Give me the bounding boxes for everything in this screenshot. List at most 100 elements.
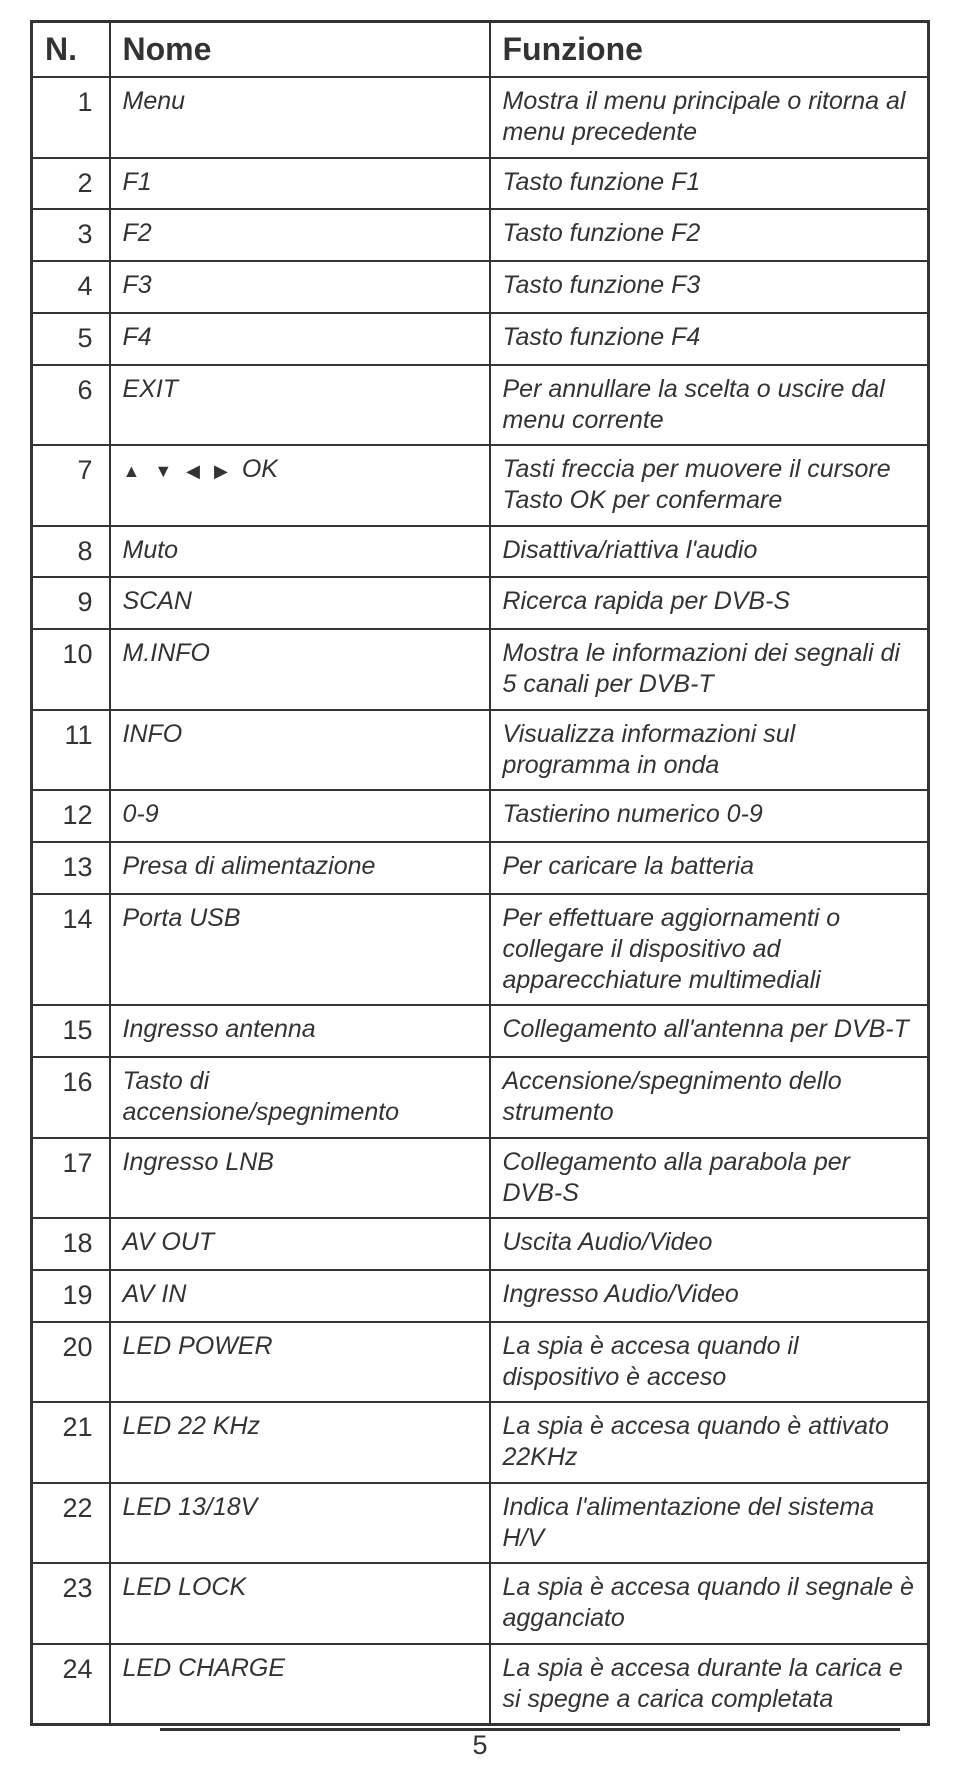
cell-nome: M.INFO [110,629,490,710]
table-row: 6EXITPer annullare la scelta o uscire da… [32,365,929,446]
table-row: 15Ingresso antennaCollegamento all'anten… [32,1005,929,1057]
cell-nome: Ingresso LNB [110,1138,490,1219]
cell-nome: INFO [110,710,490,791]
cell-nome: LED CHARGE [110,1644,490,1725]
table-row: 21LED 22 KHzLa spia è accesa quando è at… [32,1402,929,1483]
cell-fn: Ingresso Audio/Video [490,1270,929,1322]
cell-nome: LED 22 KHz [110,1402,490,1483]
cell-nome: F4 [110,313,490,365]
cell-n: 17 [32,1138,110,1219]
table-row: 16Tasto di accensione/spegnimentoAccensi… [32,1057,929,1138]
cell-fn: Collegamento alla parabola per DVB-S [490,1138,929,1219]
cell-n: 3 [32,209,110,261]
cell-fn: La spia è accesa quando il dispositivo è… [490,1322,929,1403]
cell-n: 11 [32,710,110,791]
cell-fn: Tasto funzione F3 [490,261,929,313]
table-row: 11INFOVisualizza informazioni sul progra… [32,710,929,791]
cell-n: 6 [32,365,110,446]
table-row: 9SCANRicerca rapida per DVB-S [32,577,929,629]
cell-nome: 0-9 [110,790,490,842]
table-row: 23LED LOCKLa spia è accesa quando il seg… [32,1563,929,1644]
table-row: 4F3Tasto funzione F3 [32,261,929,313]
cell-n: 9 [32,577,110,629]
cell-nome: Tasto di accensione/spegnimento [110,1057,490,1138]
cell-fn: Indica l'alimentazione del sistema H/V [490,1483,929,1564]
cell-fn: Tasti freccia per muovere il cursoreTast… [490,445,929,526]
cell-nome: ▲ ▼ ◀ ▶ OK [110,445,490,526]
cell-fn: Tasto funzione F2 [490,209,929,261]
col-header-n: N. [32,22,110,78]
cell-nome: Ingresso antenna [110,1005,490,1057]
cell-fn: Disattiva/riattiva l'audio [490,526,929,578]
cell-n: 16 [32,1057,110,1138]
table-row: 5F4Tasto funzione F4 [32,313,929,365]
cell-nome: LED 13/18V [110,1483,490,1564]
cell-fn: Per effettuare aggiornamenti o collegare… [490,894,929,1006]
cell-nome: LED LOCK [110,1563,490,1644]
table-row: 19AV INIngresso Audio/Video [32,1270,929,1322]
cell-n: 2 [32,158,110,210]
cell-nome: AV IN [110,1270,490,1322]
arrow-up-icon: ▲ [123,460,141,483]
table-row: 120-9Tastierino numerico 0-9 [32,790,929,842]
cell-n: 21 [32,1402,110,1483]
table-row: 18AV OUTUscita Audio/Video [32,1218,929,1270]
table-row: 14Porta USBPer effettuare aggiornamenti … [32,894,929,1006]
cell-n: 24 [32,1644,110,1725]
cell-nome: F2 [110,209,490,261]
cell-fn: La spia è accesa durante la carica e si … [490,1644,929,1725]
functions-table: N. Nome Funzione 1MenuMostra il menu pri… [30,20,930,1726]
arrow-left-icon: ◀ [186,460,200,483]
table-row: 24LED CHARGELa spia è accesa durante la … [32,1644,929,1725]
cell-n: 10 [32,629,110,710]
cell-n: 22 [32,1483,110,1564]
table-row: 8MutoDisattiva/riattiva l'audio [32,526,929,578]
cell-n: 4 [32,261,110,313]
cell-nome: F1 [110,158,490,210]
table-row: 1MenuMostra il menu principale o ritorna… [32,77,929,158]
cell-n: 13 [32,842,110,894]
col-header-fn: Funzione [490,22,929,78]
cell-fn: La spia è accesa quando è attivato 22KHz [490,1402,929,1483]
cell-nome-suffix: OK [242,455,278,483]
cell-fn: Accensione/spegnimento dello strumento [490,1057,929,1138]
table-row: 20LED POWERLa spia è accesa quando il di… [32,1322,929,1403]
cell-fn: Tastierino numerico 0-9 [490,790,929,842]
cell-fn: Mostra il menu principale o ritorna al m… [490,77,929,158]
arrow-right-icon: ▶ [214,460,228,483]
table-row: 7 ▲ ▼ ◀ ▶ OK Tasti freccia per muovere il curs… [32,445,929,526]
cell-fn: Per annullare la scelta o uscire dal men… [490,365,929,446]
cell-n: 15 [32,1005,110,1057]
cell-n: 19 [32,1270,110,1322]
cell-n: 23 [32,1563,110,1644]
col-header-nome: Nome [110,22,490,78]
cell-fn: Uscita Audio/Video [490,1218,929,1270]
cell-n: 7 [32,445,110,526]
cell-fn: La spia è accesa quando il segnale è agg… [490,1563,929,1644]
cell-nome: F3 [110,261,490,313]
table-row: 3F2Tasto funzione F2 [32,209,929,261]
table-row: 13Presa di alimentazionePer caricare la … [32,842,929,894]
cell-fn: Tasto funzione F4 [490,313,929,365]
cell-nome: LED POWER [110,1322,490,1403]
cell-n: 8 [32,526,110,578]
cell-nome: Porta USB [110,894,490,1006]
cell-fn: Collegamento all'antenna per DVB-T [490,1005,929,1057]
cell-fn: Mostra le informazioni dei segnali di 5 … [490,629,929,710]
cell-nome: Presa di alimentazione [110,842,490,894]
cell-n: 5 [32,313,110,365]
cell-fn: Tasto funzione F1 [490,158,929,210]
table-row: 22LED 13/18VIndica l'alimentazione del s… [32,1483,929,1564]
cell-n: 20 [32,1322,110,1403]
arrow-down-icon: ▼ [154,460,172,483]
table-row: 2F1Tasto funzione F1 [32,158,929,210]
table-header-row: N. Nome Funzione [32,22,929,78]
cell-nome: AV OUT [110,1218,490,1270]
table-row: 17Ingresso LNBCollegamento alla parabola… [32,1138,929,1219]
cell-nome: Menu [110,77,490,158]
cell-n: 14 [32,894,110,1006]
cell-nome: Muto [110,526,490,578]
cell-n: 1 [32,77,110,158]
cell-fn: Per caricare la batteria [490,842,929,894]
cell-n: 18 [32,1218,110,1270]
